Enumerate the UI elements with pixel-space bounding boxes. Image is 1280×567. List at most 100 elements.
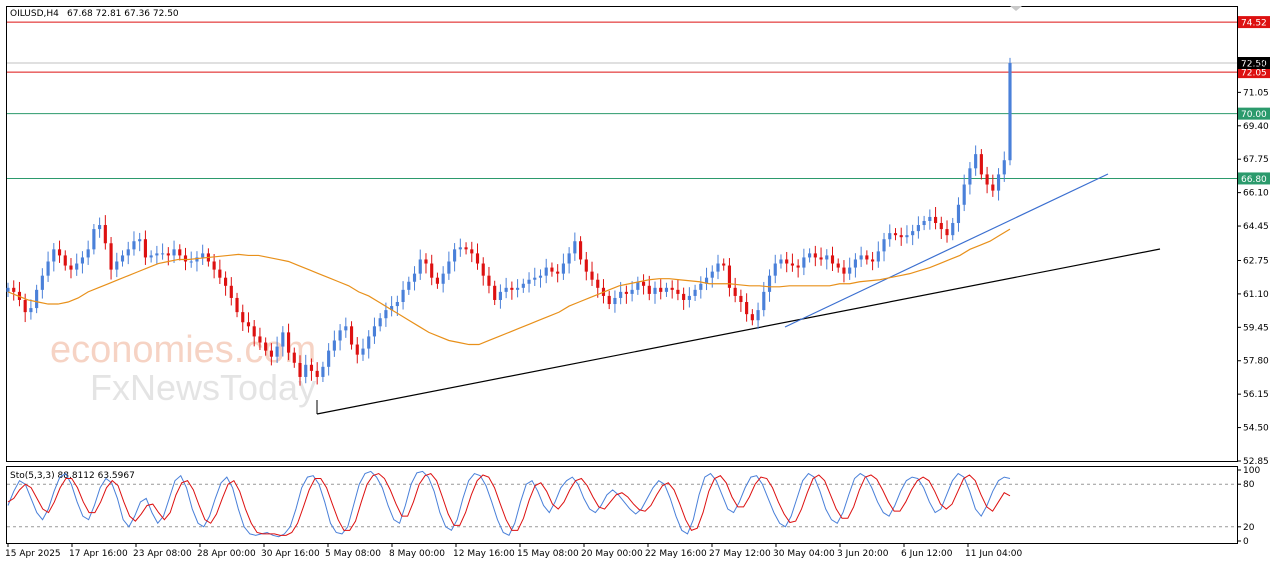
- candle-body: [384, 310, 388, 319]
- candle-body: [69, 265, 73, 270]
- y-tick-label: 72.50: [1243, 59, 1269, 69]
- candle-body: [533, 277, 537, 280]
- candle-body: [544, 267, 548, 276]
- candle-body: [996, 174, 1001, 191]
- candle-body: [985, 174, 989, 185]
- candle-body: [275, 346, 279, 357]
- candle-body: [361, 348, 365, 355]
- candle-body: [441, 273, 445, 284]
- candle-body: [115, 261, 119, 270]
- level-label: 66.80: [1241, 175, 1267, 185]
- candle-body: [258, 336, 262, 343]
- candle-body: [922, 220, 926, 226]
- y-tick-label: 69.40: [1243, 122, 1269, 132]
- candle-body: [201, 253, 205, 258]
- candle-body: [46, 261, 50, 276]
- stoch-y-tick-label: 0: [1243, 537, 1249, 547]
- candle-body: [871, 259, 875, 262]
- candle-body: [149, 255, 153, 258]
- candle-body: [916, 225, 920, 232]
- candle-body: [435, 277, 440, 284]
- price-axis: 52.85 54.50 56.15 57.80 59.45 61.10 62.75 64.45…: [1237, 59, 1269, 467]
- current-price-tag: [1238, 57, 1270, 69]
- candle-body: [550, 267, 554, 272]
- candle-body: [785, 259, 789, 264]
- candle-body: [619, 291, 623, 298]
- candle-body: [682, 293, 686, 300]
- y-tick-label: 61.10: [1243, 290, 1269, 300]
- candle-body: [905, 235, 909, 238]
- candle-body: [584, 259, 588, 272]
- candle-body: [676, 289, 680, 294]
- rising-trendline[interactable]: [784, 173, 1109, 328]
- candle-body: [229, 285, 233, 298]
- x-tick-label: 5 May 08:00: [325, 549, 381, 559]
- candle-body: [928, 216, 932, 221]
- candle-body: [86, 249, 90, 258]
- candle-body: [246, 322, 251, 327]
- candle-body: [92, 229, 96, 250]
- candle-body: [556, 271, 560, 274]
- candle-body: [773, 263, 777, 276]
- candle-body: [1002, 160, 1006, 175]
- candle-body: [802, 257, 806, 268]
- level-label: 74.52: [1241, 19, 1267, 29]
- candle-body: [241, 312, 245, 323]
- x-tick-label: 22 May 16:00: [645, 549, 707, 559]
- x-tick-label: 11 Jun 04:00: [965, 549, 1022, 559]
- x-tick-label: 23 Apr 08:00: [133, 549, 192, 559]
- y-tick-label: 57.80: [1243, 357, 1269, 367]
- candle-body: [252, 326, 256, 337]
- watermark-line2: FxNewsToday: [90, 367, 316, 408]
- candle-body: [590, 271, 594, 280]
- moving-average: [7, 228, 1011, 346]
- candle-body: [779, 259, 783, 264]
- level-label: 70.00: [1241, 110, 1267, 120]
- candle-body: [911, 231, 915, 236]
- candle-body: [710, 271, 714, 278]
- candle-body: [956, 204, 961, 224]
- candle-body: [876, 251, 880, 262]
- candle-body: [458, 247, 462, 250]
- candle-body: [355, 344, 359, 355]
- candle-body: [298, 362, 302, 377]
- candle-body: [796, 265, 800, 268]
- watermark: economies.com FxNewsToday: [50, 329, 316, 408]
- candle-body: [991, 184, 995, 191]
- candle-body: [453, 249, 457, 262]
- candle-body: [516, 287, 520, 290]
- support-trendline[interactable]: [316, 248, 1161, 415]
- horizontal-levels[interactable]: 74.52 72.05 70.00 66.80 72.50: [7, 16, 1270, 185]
- candle-body: [745, 302, 749, 315]
- candle-body: [647, 285, 651, 294]
- stoch-y-tick-label: 80: [1243, 480, 1255, 490]
- candle-body: [716, 263, 720, 272]
- candle-body: [974, 154, 978, 169]
- x-tick-label: 15 Apr 2025: [5, 549, 61, 559]
- candle-body: [527, 279, 531, 284]
- candle-body: [464, 247, 468, 250]
- level-tag-72.05: [1238, 66, 1270, 79]
- candle-body: [470, 249, 474, 254]
- scroll-marker[interactable]: [1010, 6, 1022, 11]
- candle-body: [367, 336, 371, 349]
- candle-body: [390, 306, 394, 311]
- candle-body: [332, 340, 336, 351]
- candle-body: [407, 281, 411, 290]
- candle-body: [842, 267, 846, 274]
- candle-body: [189, 261, 193, 263]
- candle-body: [23, 299, 27, 313]
- candle-body: [596, 279, 600, 288]
- candle-body: [630, 289, 634, 294]
- candle-body: [224, 277, 228, 286]
- candle-body: [286, 332, 291, 353]
- candle-body: [722, 263, 726, 266]
- candle-body: [727, 265, 732, 288]
- candle-body: [487, 275, 491, 286]
- candle-body: [235, 297, 239, 313]
- stoch-signal-line: [7, 472, 1011, 536]
- trend-lines[interactable]: [316, 173, 1161, 415]
- candle-body: [430, 263, 434, 278]
- candle-body: [882, 239, 886, 252]
- candle-body: [40, 275, 44, 290]
